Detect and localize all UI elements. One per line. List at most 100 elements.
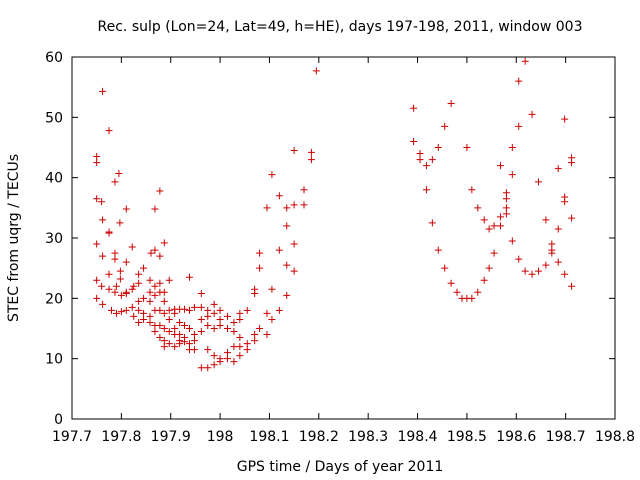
data-point [98,198,106,206]
data-point [135,306,143,314]
data-point [190,346,198,354]
data-point [568,214,576,222]
data-point [554,258,562,266]
data-point [283,204,291,212]
data-point [93,240,101,248]
data-point [447,99,455,107]
x-tick-label: 197.7 [52,429,92,445]
data-point [428,219,436,227]
data-point [534,267,542,275]
data-point [216,306,224,314]
y-tick-label: 0 [54,412,63,428]
y-tick-label: 60 [45,50,63,66]
data-point [122,205,130,213]
data-point [554,165,562,173]
data-point [290,267,298,275]
data-point [263,331,271,339]
data-point [160,325,168,332]
data-point [508,171,516,179]
data-point [140,264,148,272]
data-point [251,337,259,345]
chart-title: Rec. sulp (Lon=24, Lat=49, h=HE), days 1… [98,19,583,35]
data-point [140,309,148,317]
data-point [441,264,449,272]
data-point [171,309,179,317]
data-point [490,222,498,230]
data-point [548,240,556,248]
data-point [190,303,198,311]
data-point [185,340,193,348]
data-point [256,249,264,257]
data-point [496,162,504,170]
data-point [112,282,120,290]
data-point [243,346,251,354]
data-point [128,303,136,311]
y-tick-label: 40 [45,171,63,187]
data-point [263,309,271,317]
data-point [128,243,136,251]
data-point [185,273,193,281]
data-point [428,156,436,164]
plot-frame [71,56,616,420]
data-point [283,261,291,269]
data-point [160,337,168,345]
data-point [160,343,168,351]
x-tick-label: 198.3 [348,429,388,445]
data-point [210,361,218,369]
data-point [268,285,276,293]
data-point [515,255,523,263]
data-point [210,300,218,308]
y-tick-label: 10 [45,352,63,368]
x-tick-label: 197.8 [101,429,141,445]
data-point [496,213,504,221]
data-point [185,306,193,314]
data-point [463,144,471,151]
data-point [105,285,113,293]
data-point [502,189,510,197]
data-point [204,312,212,320]
data-point [561,115,569,123]
data-point [223,355,231,363]
data-point [474,204,482,212]
data-point [98,282,106,290]
data-point [210,325,218,332]
data-point [165,276,173,284]
x-tick-label: 198.6 [496,429,536,445]
tick-marks [71,56,616,420]
data-point [160,239,168,247]
data-point [165,306,173,314]
data-point [146,288,154,296]
data-point [230,328,238,336]
data-point [468,294,476,302]
data-point [197,315,205,323]
data-point [256,264,264,272]
data-point [416,156,424,164]
data-point [236,309,244,317]
data-point [283,291,291,299]
data-point [422,186,430,194]
data-point [107,306,115,314]
data-point [116,275,124,283]
data-point [93,159,101,167]
data-point [93,195,101,203]
data-point [307,148,315,156]
data-point [140,294,148,302]
data-point [135,279,143,287]
data-point [230,318,238,326]
data-point [160,309,168,317]
data-point [447,279,455,287]
data-point [111,255,119,263]
data-point [93,153,101,161]
data-point [502,210,510,218]
data-point [251,285,259,293]
data-point [156,279,164,287]
data-point [181,305,189,313]
data-point [307,156,315,164]
data-point [111,288,119,296]
data-point [176,340,184,348]
data-point [502,204,510,212]
data-point [116,267,124,275]
data-point [210,352,218,360]
data-point [204,364,212,372]
